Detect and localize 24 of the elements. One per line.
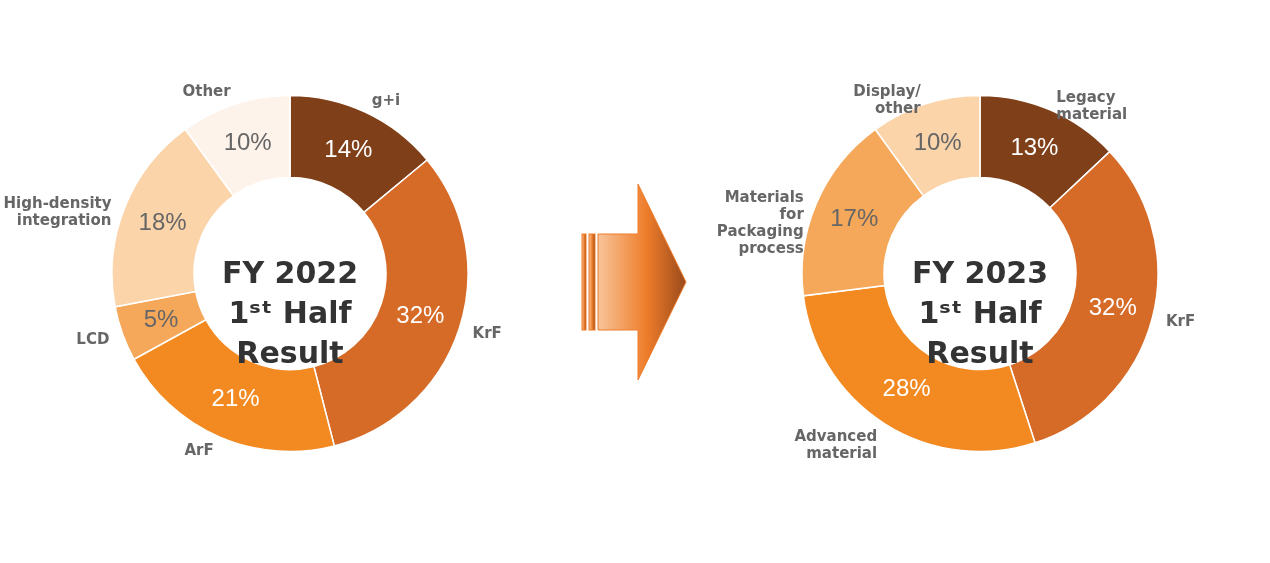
- slice-label: Legacy material: [1056, 88, 1128, 124]
- data-label: 32%: [1088, 292, 1137, 320]
- slice-label: High-density integration: [3, 193, 112, 229]
- slice-label: Other: [182, 81, 232, 100]
- slice-label: KrF: [472, 323, 502, 342]
- data-label: 17%: [830, 204, 879, 232]
- data-label: 10%: [223, 128, 272, 156]
- slice-label: KrF: [1165, 312, 1196, 331]
- data-label: 13%: [1010, 132, 1059, 160]
- slice-label: LCD: [76, 329, 110, 348]
- slice-label: ArF: [184, 440, 214, 459]
- data-label: 21%: [211, 384, 260, 412]
- data-label: 10%: [913, 128, 962, 156]
- data-label: 5%: [143, 304, 179, 332]
- slice-label: g+i: [371, 90, 401, 109]
- data-label: 18%: [138, 208, 187, 236]
- slice-label: Materials for Packaging process: [716, 188, 805, 258]
- text: FY 2023 1ˢᵗ Half Result: [911, 254, 1049, 370]
- text: FY 2022 1ˢᵗ Half Result: [221, 254, 359, 370]
- data-label: 32%: [396, 300, 445, 328]
- data-label: 14%: [324, 134, 373, 162]
- data-label: 28%: [882, 374, 931, 402]
- slice-label: Advanced material: [794, 426, 878, 462]
- slice-label: Display/ other: [853, 81, 922, 117]
